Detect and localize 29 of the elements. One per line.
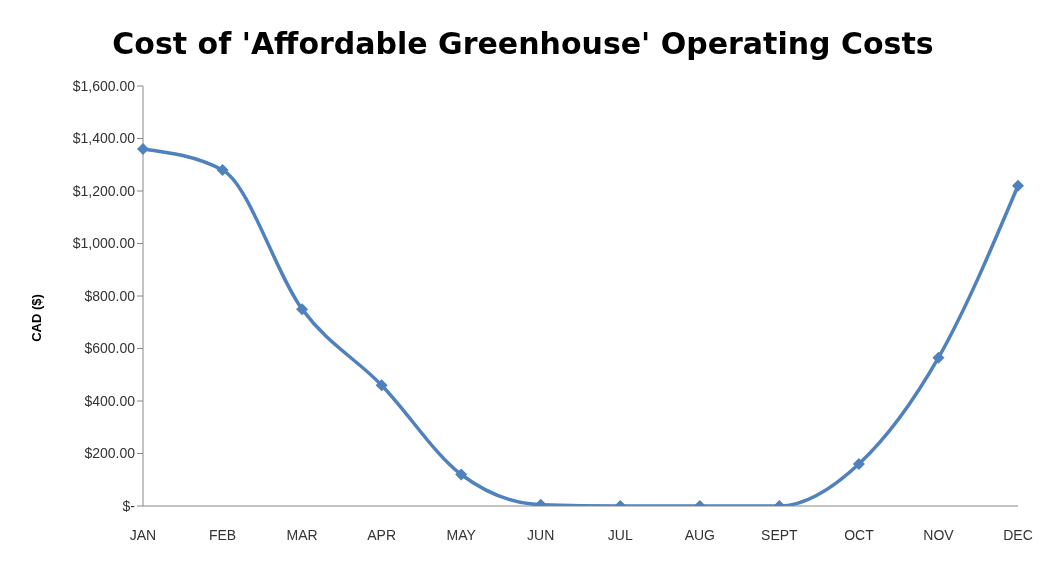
x-tick-label: SEPT — [761, 526, 799, 543]
point — [137, 143, 149, 155]
y-tick-label: $200.00 — [84, 445, 136, 462]
x-tick-label: AUG — [684, 526, 715, 543]
y-tick-label: $600.00 — [84, 340, 136, 357]
x-tick-label: JUN — [527, 526, 555, 543]
x-tick-label: JUL — [607, 526, 633, 543]
x-tick-label: NOV — [923, 526, 955, 543]
x-tick-label: MAR — [286, 526, 318, 543]
x-tick-label: DEC — [1003, 526, 1033, 543]
point — [932, 351, 945, 364]
y-tick-label: $400.00 — [84, 392, 136, 409]
y-tick-label: $1,600.00 — [72, 77, 136, 94]
y-tick-label: $800.00 — [84, 287, 136, 304]
y-tick-label: $1,000.00 — [72, 235, 136, 252]
point — [1012, 179, 1024, 192]
y-tick-label: $1,200.00 — [72, 182, 136, 199]
y-axis-title: CAD ($) — [28, 294, 44, 342]
point — [216, 164, 229, 176]
x-tick-label: MAY — [446, 526, 477, 543]
y-tick-label: $1,400.00 — [72, 130, 136, 147]
point — [375, 379, 388, 392]
x-tick-label: APR — [367, 526, 397, 543]
x-tick-label: OCT — [844, 526, 875, 543]
y-tick-label: $- — [122, 497, 136, 514]
x-tick-label: JAN — [129, 526, 157, 543]
x-tick-label: FEB — [208, 526, 237, 543]
chart-title: Cost of 'Affordable Greenhouse' Operating Costs — [111, 25, 935, 63]
point — [296, 303, 309, 316]
